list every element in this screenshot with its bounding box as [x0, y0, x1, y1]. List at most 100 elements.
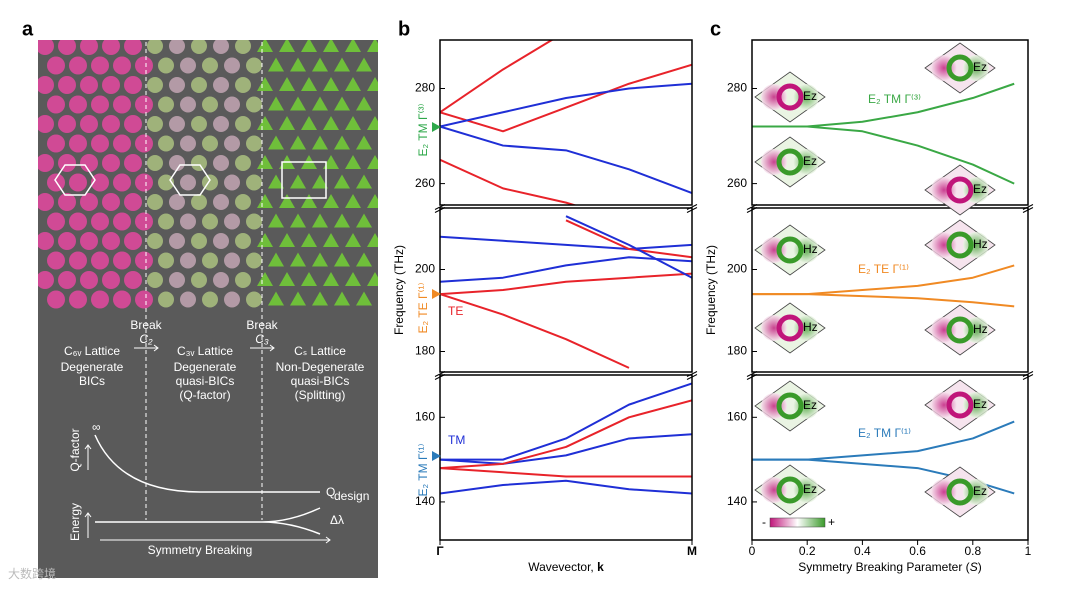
marker-triangle — [432, 122, 441, 132]
lattice-disk — [202, 135, 218, 152]
lattice-triangle — [279, 40, 295, 52]
lattice-triangle — [345, 116, 361, 130]
lattice-disk — [158, 174, 174, 191]
lattice-disk — [113, 173, 131, 192]
inset-ring — [946, 478, 974, 506]
lattice-triangle — [323, 272, 339, 286]
annotation: TE — [448, 304, 463, 318]
lattice-triangle — [312, 174, 328, 189]
lattice-triangle — [257, 194, 273, 208]
lattice-triangle — [301, 40, 317, 52]
lattice-triangle — [367, 194, 378, 208]
stage-desc: (Splitting) — [295, 388, 346, 402]
y-tick-label: 140 — [415, 494, 435, 508]
lattice-disk — [102, 271, 120, 289]
q-design: Q — [326, 485, 335, 499]
x-axis-title: Wavevector, k — [528, 560, 604, 574]
band-curve — [440, 82, 692, 128]
annotation: E₂ TE Γ⁽¹⁾ — [858, 262, 909, 276]
lattice-triangle — [367, 272, 378, 286]
annotation: E₂ TM Γ⁽¹⁾ — [858, 426, 911, 440]
lattice-disk — [38, 115, 54, 133]
lattice-disk — [47, 212, 65, 231]
lattice-disk — [69, 56, 87, 75]
x-axis-title-part: S — [970, 560, 978, 574]
lattice-disk — [180, 213, 196, 230]
lattice-triangle — [378, 175, 394, 189]
x-axis-title-part: Wavevector, — [528, 560, 597, 574]
lattice-disk — [38, 154, 54, 172]
lattice-triangle — [367, 233, 378, 247]
delta: Δλ — [330, 513, 344, 527]
lattice-disk — [224, 174, 240, 191]
band-curve — [440, 467, 692, 478]
lattice-triangle — [290, 213, 306, 228]
y-tick-label: 140 — [727, 494, 747, 508]
segment-frame — [439, 39, 693, 206]
lattice-disk — [246, 213, 262, 230]
lattice-triangle — [290, 252, 306, 267]
lattice-disk — [169, 155, 185, 171]
lattice-disk — [169, 77, 185, 93]
lattice-triangle — [279, 272, 295, 286]
panel-label: a — [22, 18, 34, 40]
lattice-disk — [58, 271, 76, 289]
lattice-disk — [69, 173, 87, 192]
lattice-disk — [246, 174, 262, 191]
x-arrow — [100, 536, 331, 544]
annotation: E₂ TM Γ⁽¹⁾ — [416, 443, 430, 496]
inset-ring — [776, 314, 804, 342]
lattice-disk — [47, 290, 65, 309]
lattice-triangle — [367, 40, 378, 52]
lattice-disk — [91, 290, 109, 309]
x-tick-label: 0 — [749, 544, 756, 558]
lattice-triangle — [323, 233, 339, 247]
break-word: Break — [130, 318, 162, 332]
lattice-triangle — [356, 96, 372, 111]
band-curve — [752, 293, 1015, 308]
inset-label: Hz — [973, 322, 988, 336]
lattice-triangle — [323, 194, 339, 208]
lattice-disk — [213, 116, 229, 132]
y-tick-label: 160 — [415, 409, 435, 423]
lattice-triangle — [290, 135, 306, 150]
band-curve — [565, 215, 692, 279]
lattice-disk — [113, 290, 131, 309]
lattice-disk — [69, 251, 87, 270]
lattice-disk — [169, 40, 185, 54]
lattice-disk — [246, 291, 262, 308]
lattice-triangle — [345, 272, 361, 286]
lattice-triangle — [356, 252, 372, 267]
y-tick-label: 160 — [727, 409, 747, 423]
lattice-triangle — [323, 77, 339, 91]
lattice-triangle — [301, 272, 317, 286]
lattice-disk — [180, 135, 196, 152]
panel-label: c — [710, 18, 721, 40]
energy-arrow — [84, 512, 92, 538]
inset-ring — [776, 392, 804, 420]
lattice-disk — [235, 77, 251, 93]
lattice-triangle — [290, 291, 306, 306]
lattice-disk — [213, 77, 229, 93]
lattice-triangle — [334, 57, 350, 72]
lattice-disk — [80, 40, 98, 55]
y-tick-label: 200 — [727, 262, 747, 276]
annotation: E₂ TM Γ⁽³⁾ — [868, 92, 921, 106]
lattice-triangle — [312, 291, 328, 306]
annotation: TM — [448, 433, 465, 447]
lattice-triangle — [279, 77, 295, 91]
lattice-disk — [169, 194, 185, 210]
lattice-disk — [158, 213, 174, 230]
lattice-triangle — [301, 233, 317, 247]
lattice-disk — [80, 154, 98, 172]
lattice-triangle — [279, 233, 295, 247]
stage-title: C₃ᵥ Lattice — [177, 344, 233, 358]
lattice-disk — [124, 154, 142, 172]
segment-frame — [751, 207, 1029, 373]
band-curve — [440, 382, 692, 461]
lattice-triangle — [268, 291, 284, 306]
lattice-disk — [113, 95, 131, 114]
lattice-disk — [124, 271, 142, 289]
y-tick-label: 280 — [727, 81, 747, 95]
band-curve — [440, 479, 692, 495]
